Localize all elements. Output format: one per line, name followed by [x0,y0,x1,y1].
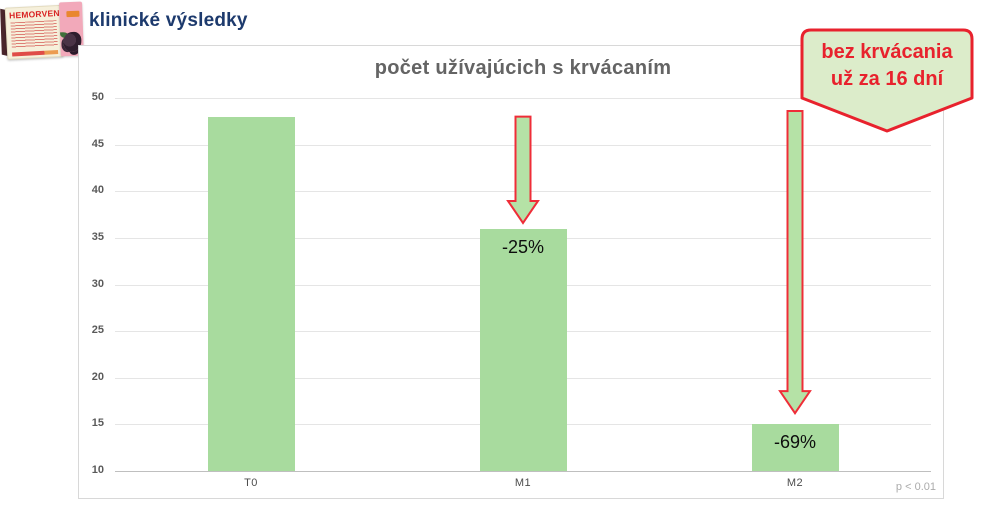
bar-M1 [479,228,567,471]
gridline [115,471,931,472]
product-box-front: HEMORVEN [4,4,64,60]
x-axis-category-label: M1 [514,477,532,489]
y-axis-tick-label: 40 [91,184,104,196]
callout-badge: bez krvácania už za 16 dní [800,28,974,135]
product-brand: HEMORVEN [8,7,60,21]
gridline [115,98,931,99]
y-axis-tick-label: 35 [91,231,104,243]
callout-line-1: bez krvácania [821,41,953,63]
x-axis-category-label: T0 [244,477,258,489]
bar-M2 [751,424,839,471]
callout-line-2: už za 16 dní [830,68,944,90]
bar-chart: počet užívajúcich s krvácaním p < 0.01 1… [78,45,944,499]
significance-note: p < 0.01 [895,481,936,493]
callout-pennant-shape [800,28,974,133]
y-axis-tick-label: 20 [91,371,104,383]
down-arrow-icon-M2 [778,110,812,415]
product-image: HEMORVEN [0,1,84,62]
product-fine-print-strip [12,50,59,57]
bar-change-label-M1: -25% [501,236,545,257]
y-axis-tick-label: 10 [91,464,104,476]
page-title: klinické výsledky [89,10,248,31]
y-axis-tick-label: 15 [91,417,104,429]
bar-change-label-M2: -69% [773,432,817,453]
chart-title: počet užívajúcich s krvácaním [374,57,672,79]
y-axis-tick-label: 50 [91,91,104,103]
x-axis-category-label: M2 [786,477,804,489]
product-fine-print [10,20,58,49]
callout-text: bez krvácania už za 16 dní [800,39,974,93]
y-axis-tick-label: 25 [91,324,104,336]
y-axis-tick-label: 30 [91,278,104,290]
product-label-chip [66,10,80,18]
bar-T0 [207,116,295,471]
y-axis-tick-label: 45 [91,138,104,150]
down-arrow-icon-M1 [506,115,540,225]
